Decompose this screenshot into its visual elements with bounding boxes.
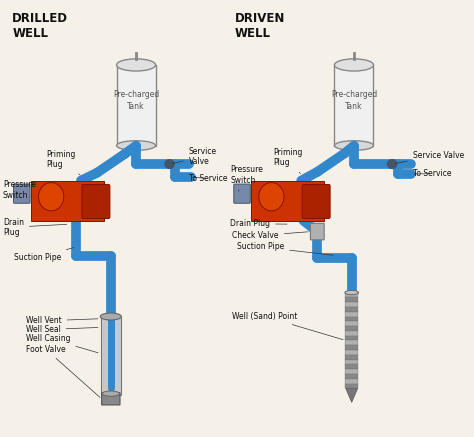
FancyBboxPatch shape [345,331,358,336]
Ellipse shape [117,141,155,150]
Text: Service
Valve: Service Valve [172,147,217,166]
FancyBboxPatch shape [310,223,324,240]
FancyBboxPatch shape [345,292,358,297]
Ellipse shape [117,59,155,71]
Text: DRILLED
WELL: DRILLED WELL [12,12,68,40]
FancyBboxPatch shape [345,374,358,379]
Text: Drain Plug: Drain Plug [230,219,287,228]
Text: Pre-charged
Tank: Pre-charged Tank [331,90,377,111]
Text: Well Seal: Well Seal [26,325,98,334]
Text: Well Vent: Well Vent [26,316,98,326]
Text: Foot Valve: Foot Valve [26,345,100,397]
FancyBboxPatch shape [335,65,374,146]
FancyBboxPatch shape [345,345,358,350]
FancyBboxPatch shape [345,302,358,307]
FancyBboxPatch shape [345,316,358,321]
Ellipse shape [259,183,284,211]
FancyBboxPatch shape [101,393,120,405]
Text: Priming
Plug: Priming Plug [273,148,303,173]
Text: DRIVEN
WELL: DRIVEN WELL [235,12,285,40]
Text: Suction Pipe: Suction Pipe [15,248,74,262]
Text: Suction Pipe: Suction Pipe [237,242,333,255]
Text: Pressure
Switch: Pressure Switch [230,165,263,191]
Text: Pressure
Switch: Pressure Switch [3,180,36,200]
Circle shape [165,160,174,168]
Text: To Service: To Service [189,174,228,183]
Text: Well (Sand) Point: Well (Sand) Point [232,312,343,340]
Text: Pre-charged
Tank: Pre-charged Tank [113,90,159,111]
FancyBboxPatch shape [345,297,358,302]
Text: Service Valve: Service Valve [395,151,464,163]
FancyBboxPatch shape [302,184,330,218]
FancyBboxPatch shape [117,65,155,146]
FancyBboxPatch shape [345,321,358,326]
Ellipse shape [100,313,121,320]
FancyBboxPatch shape [345,355,358,360]
FancyBboxPatch shape [100,316,121,395]
FancyBboxPatch shape [345,360,358,364]
Ellipse shape [335,141,374,150]
FancyBboxPatch shape [345,326,358,331]
Polygon shape [346,388,358,402]
FancyBboxPatch shape [14,184,30,203]
FancyBboxPatch shape [345,312,358,316]
FancyBboxPatch shape [345,379,358,384]
FancyBboxPatch shape [345,307,358,312]
FancyBboxPatch shape [345,369,358,374]
FancyBboxPatch shape [345,384,358,388]
Circle shape [387,160,397,168]
FancyBboxPatch shape [345,350,358,355]
Text: Drain
Plug: Drain Plug [3,218,67,237]
Text: Priming
Plug: Priming Plug [46,150,80,175]
Polygon shape [30,181,104,221]
FancyBboxPatch shape [345,336,358,340]
Ellipse shape [102,391,119,396]
Text: Check Valve: Check Valve [232,232,308,240]
FancyBboxPatch shape [234,184,250,203]
Ellipse shape [345,290,359,295]
Text: Well Casing: Well Casing [26,334,98,353]
FancyBboxPatch shape [345,340,358,345]
Ellipse shape [335,59,374,71]
FancyBboxPatch shape [345,364,358,369]
Ellipse shape [38,183,64,211]
Polygon shape [251,181,324,221]
Text: To Service: To Service [413,169,451,178]
FancyBboxPatch shape [82,184,110,218]
